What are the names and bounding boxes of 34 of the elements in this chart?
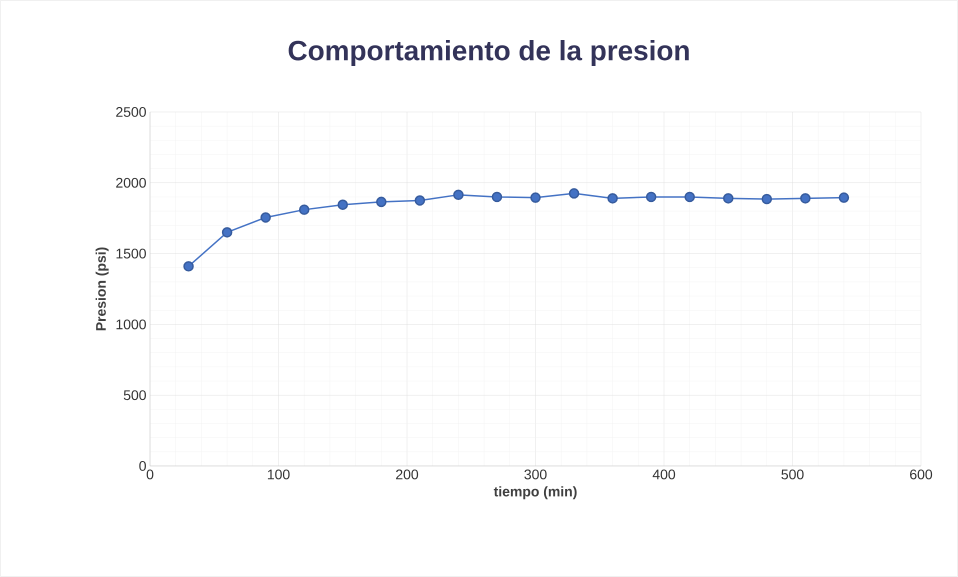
point: [453, 190, 464, 200]
x-axis-title: tiempo (min): [494, 486, 577, 500]
y-tick-label: 1500: [116, 248, 146, 259]
y-axis-title: Presion (psi): [96, 247, 109, 330]
point: [684, 192, 695, 202]
point: [646, 192, 656, 202]
point: [414, 195, 426, 206]
point: [260, 212, 271, 223]
point: [376, 196, 387, 208]
x-tick-label: 500: [781, 469, 804, 480]
point: [723, 193, 734, 204]
point: [222, 227, 232, 238]
x-tick-label: 300: [524, 469, 547, 480]
x-tick-label: 600: [910, 469, 932, 480]
point: [338, 200, 348, 210]
y-tick-label: 1000: [116, 319, 146, 330]
x-tick-label: 400: [652, 469, 676, 480]
x-tick-label: 0: [146, 469, 154, 480]
point: [607, 193, 618, 204]
point: [298, 204, 310, 215]
point: [183, 261, 194, 272]
point: [530, 192, 541, 203]
y-tick-label: 2500: [116, 107, 146, 117]
point: [492, 192, 502, 202]
y-tick-label: 2000: [116, 178, 146, 188]
x-tick-label: 200: [396, 469, 418, 480]
point: [800, 193, 811, 204]
x-tick-label: 100: [268, 469, 290, 480]
y-tick-label: 0: [139, 461, 146, 471]
point: [568, 188, 580, 199]
chart-title: Comportamiento de la presion: [288, 40, 689, 66]
y-tick-label: 500: [124, 390, 146, 400]
point: [762, 194, 772, 204]
point: [838, 192, 850, 203]
